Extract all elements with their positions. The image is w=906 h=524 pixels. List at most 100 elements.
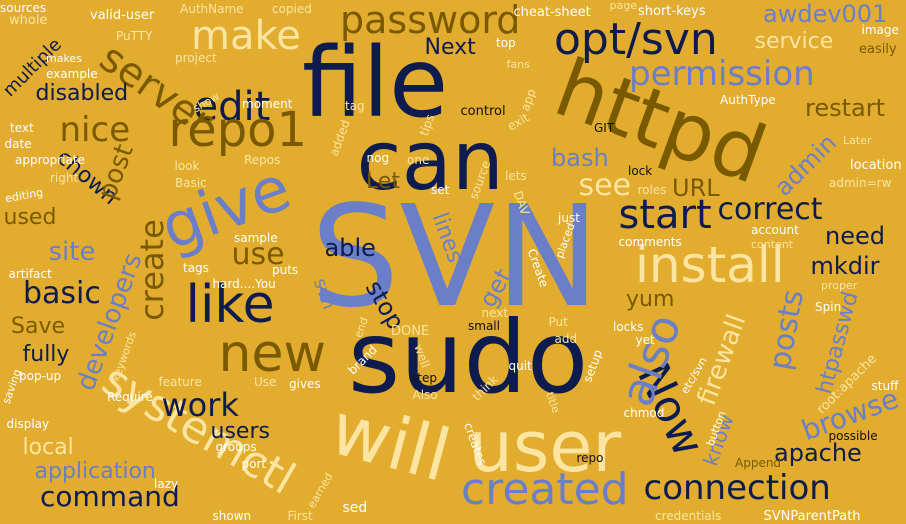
cloud-word: example [46,67,98,81]
cloud-word: Use [254,375,277,389]
cloud-word: whole [9,12,48,28]
cloud-word: permission [629,54,815,94]
cloud-word: small [468,319,500,333]
cloud-word: SVN [310,176,600,339]
cloud-word: user [468,406,622,488]
cloud-word: nog [366,151,390,165]
cloud-word: yet [635,333,655,347]
cloud-word: fans [506,57,530,71]
cloud-word: valid-user [90,7,155,23]
cloud-word: right [50,171,79,185]
cloud-word: set [431,183,450,197]
cloud-word: yum [626,287,675,312]
cloud-word: First [287,509,313,523]
cloud-word: exit [504,110,532,134]
cloud-word: copied [272,2,312,16]
cloud-word: control [460,103,506,119]
cloud-word: new [218,324,326,384]
cloud-word: AuthType [720,93,776,107]
cloud-word: gives [289,377,321,391]
cloud-word: restart [805,94,886,122]
cloud-word: GIT [594,121,615,135]
cloud-word: opt/svn [554,14,718,65]
cloud-word: disabled [35,81,129,106]
cloud-word: locks [613,320,644,334]
cloud-word: PuTTY [116,29,153,43]
cloud-word: make [191,13,301,59]
cloud-word: Require [107,390,153,404]
cloud-word: editing [4,185,44,205]
cloud-word: start [618,192,712,238]
cloud-word: feature [158,375,202,389]
cloud-word: sources [0,1,47,15]
cloud-word: page [609,0,637,12]
cloud-word: proper [821,278,858,292]
cloud-word: chmod [623,406,665,420]
cloud-word: need [825,222,885,250]
cloud-word: appropriate [15,153,85,167]
cloud-word: post [92,140,140,204]
cloud-word: used [3,205,57,230]
cloud-word: sudo [348,299,589,416]
cloud-word: shown [212,509,252,523]
cloud-word: AuthName [180,2,244,16]
cloud-word: Save [11,314,66,339]
cloud-word: apache [774,439,862,467]
cloud-word: tag [345,99,365,113]
cloud-word: image [861,23,899,37]
cloud-word: comments [618,235,682,249]
cloud-word: saving [0,366,25,406]
cloud-word: created [461,464,629,515]
cloud-word: moment [242,97,293,111]
cloud-word: repo1 [168,102,308,158]
cloud-word: see [578,168,632,203]
cloud-word: fully [22,342,70,367]
cloud-word: app [517,86,539,114]
cloud-word: text [10,121,34,135]
cloud-word: makes [46,51,82,65]
cloud-word: bash [551,144,609,172]
cloud-word: Next [424,35,476,60]
cloud-word: Append [735,456,782,470]
cloud-word: earned [304,470,336,510]
cloud-word: site [48,237,96,267]
cloud-word: sample [234,231,278,245]
cloud-word: Let [366,169,401,194]
cloud-word: cheat-sheet [513,4,591,20]
cloud-word: lazy [154,477,179,491]
cloud-word: short-keys [638,3,706,19]
cloud-word: SVNParentPath [763,508,861,524]
cloud-word: display [6,417,50,431]
cloud-word: users [210,419,270,444]
cloud-word: content [751,237,794,251]
cloud-word: basic [23,276,101,311]
cloud-word: can [356,114,504,209]
cloud-word: edit [193,84,271,130]
cloud-word: Repos [244,153,281,167]
cloud-word: date [4,137,32,151]
cloud-word: one [407,153,430,167]
cloud-word: project [175,51,217,65]
cloud-word: repo [576,451,604,465]
cloud-word: groups [215,440,257,454]
cloud-word: able [324,234,376,262]
cloud-word: connection [643,468,831,508]
cloud-word: like [185,275,275,335]
cloud-word: use [231,237,285,272]
cloud-word: application [34,459,156,484]
cloud-word: admin=rw [829,176,892,190]
cloud-word: credentials [655,509,722,523]
cloud-word: port [241,457,267,471]
cloud-word: possible [828,429,878,443]
cloud-word: URL [672,174,720,202]
cloud-word: create [132,219,171,321]
cloud-word: tags [183,261,209,275]
cloud-word: Later [843,133,872,147]
cloud-word: service [754,29,834,54]
cloud-word: account [751,223,799,237]
cloud-word: awdev001 [763,0,888,28]
cloud-word: quit [508,359,532,373]
cloud-word: artifact [8,267,52,281]
cloud-word: look [174,159,200,173]
